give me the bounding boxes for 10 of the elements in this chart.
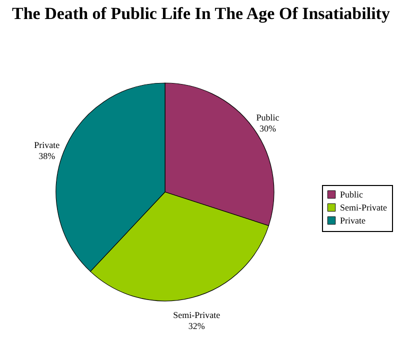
slice-label: Private: [34, 140, 60, 150]
legend-label: Public: [340, 190, 364, 200]
slice-label: Public: [256, 112, 280, 122]
data-label: 30%: [259, 123, 276, 134]
legend-label: Private: [340, 216, 366, 226]
slice-label: Semi-Private: [173, 310, 220, 320]
chart-title: The Death of Public Life In The Age Of Insatiability: [12, 4, 390, 23]
legend-label: Semi-Private: [340, 202, 387, 212]
data-label: 32%: [188, 321, 206, 332]
data-label: 38%: [38, 151, 56, 162]
